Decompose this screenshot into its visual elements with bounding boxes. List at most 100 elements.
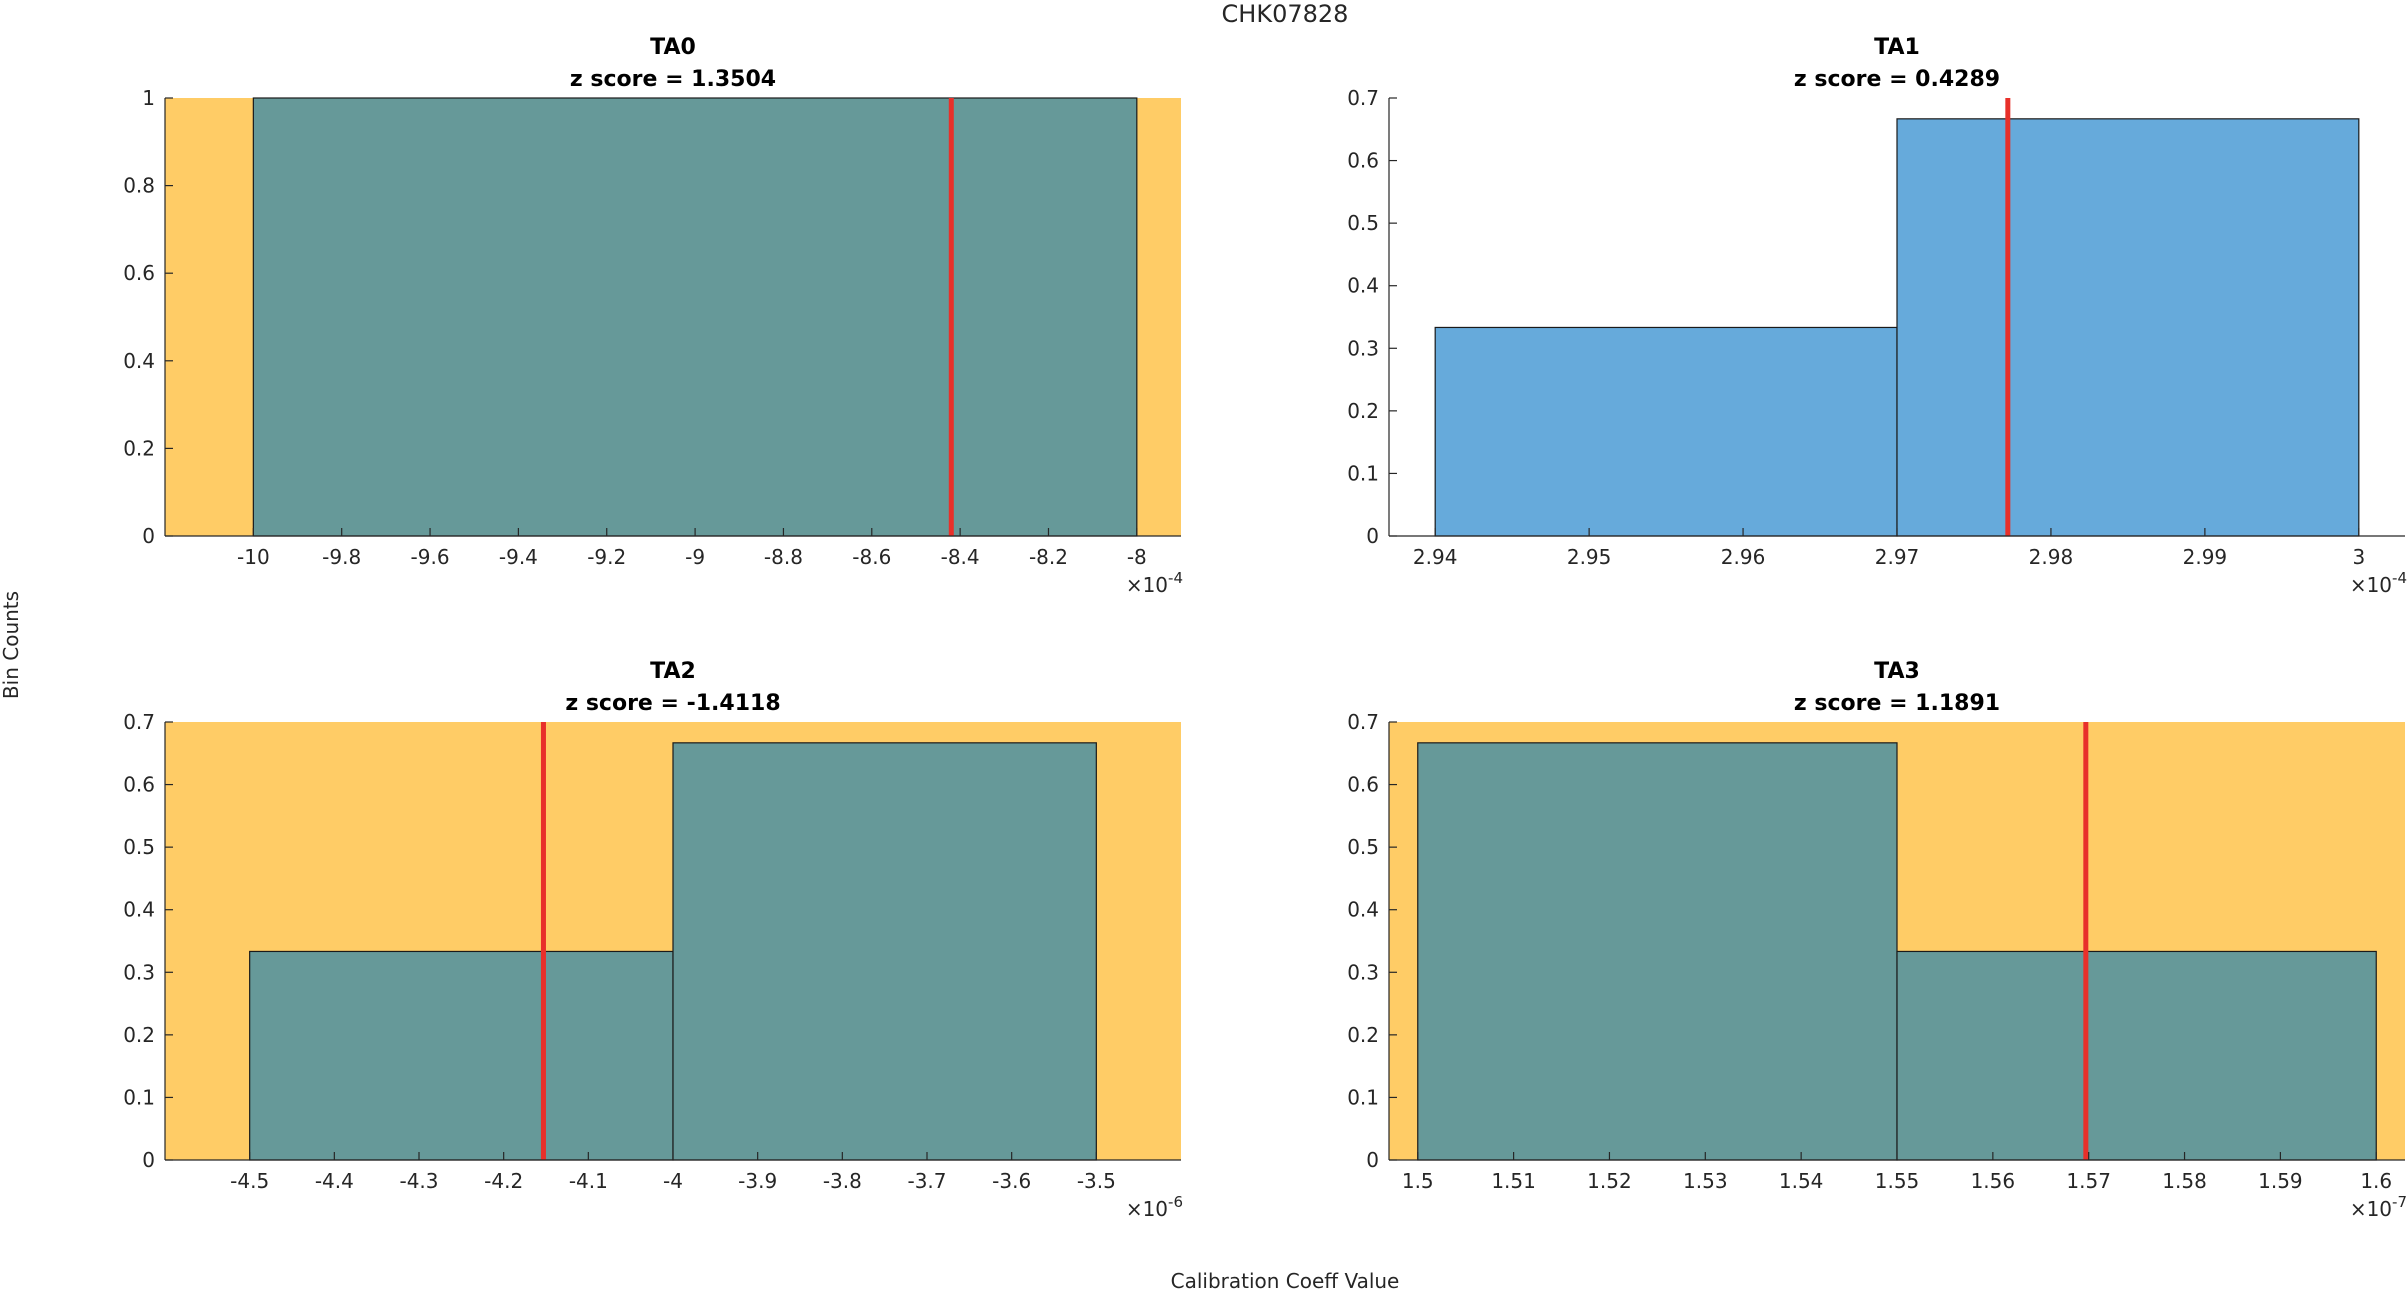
x-tick-label: -3.6 [992, 1169, 1031, 1193]
y-tick-label: 0.6 [1347, 149, 1379, 173]
x-tick-label: -4 [663, 1169, 683, 1193]
x-tick-label: -8.2 [1029, 545, 1068, 569]
x-tick-label: -10 [237, 545, 270, 569]
y-tick-label: 0.1 [1347, 1085, 1379, 1109]
figure-xlabel: Calibration Coeff Value [1171, 1269, 1400, 1290]
exponent-power: -7 [2392, 1193, 2407, 1211]
y-tick-label: 1 [142, 86, 155, 110]
subplot-ta1: 2.94 2.95 2.96 2.97 2.98 2.99 3 0 0.1 0.2 0.3 0.4 0.… [1347, 35, 2407, 597]
x-tick-label: -9.6 [411, 545, 450, 569]
y-tick-label: 0.3 [1347, 960, 1379, 984]
x-exponent-label: ×10-6 [1126, 1193, 1183, 1221]
subplots-grid: -10 -9.8 -9.6 -9.4 -9.2 -9 -8.8 -8.6 -8.4 -8.2 -8 0… [123, 35, 2407, 1221]
y-tick-label: 0.5 [1347, 835, 1379, 859]
x-tick-label: -3.8 [823, 1169, 862, 1193]
x-tick-label: -8.6 [852, 545, 891, 569]
exponent-base: ×10 [1126, 1197, 1168, 1221]
x-tick-label: -4.5 [230, 1169, 269, 1193]
subplot-ta2: -4.5 -4.4 -4.3 -4.2 -4.1 -4 -3.9 -3.8 -3.7 -3.6 -3… [123, 659, 1183, 1221]
y-tick-label: 0.4 [123, 349, 155, 373]
y-tick-label: 0.7 [123, 710, 155, 734]
x-tick-label: 2.99 [2183, 545, 2228, 569]
x-tick-label: -9.2 [587, 545, 626, 569]
x-tick-label: -8 [1127, 545, 1147, 569]
subplot-title: TA1 [1874, 35, 1920, 60]
x-tick-label: 1.51 [1491, 1169, 1536, 1193]
x-tick-label: 1.56 [1971, 1169, 2016, 1193]
x-tick-label: -9.8 [322, 545, 361, 569]
y-tick-label: 0.4 [1347, 274, 1379, 298]
histogram-bar [672, 742, 1097, 1161]
histogram-bar [1434, 326, 1898, 537]
histogram-bar [1896, 950, 2377, 1161]
figure-title: CHK07828 [1222, 0, 1349, 28]
x-tick-label: 2.96 [1721, 545, 1766, 569]
x-tick-label: -9.4 [499, 545, 538, 569]
y-tick-label: 0 [142, 524, 155, 548]
subplot-title: TA2 [650, 659, 696, 684]
exponent-power: -6 [1168, 1193, 1183, 1211]
x-tick-label: 1.6 [2360, 1169, 2392, 1193]
y-tick-label: 0.8 [123, 174, 155, 198]
y-tick-label: 0.6 [123, 773, 155, 797]
subplot-subtitle: z score = 1.1891 [1794, 691, 2000, 716]
x-tick-label: -4.3 [399, 1169, 438, 1193]
x-tick-label: -3.5 [1077, 1169, 1116, 1193]
exponent-power: -4 [2392, 569, 2407, 587]
y-tick-label: 0.3 [1347, 336, 1379, 360]
x-tick-label: 2.94 [1413, 545, 1458, 569]
y-tick-label: 0.5 [1347, 211, 1379, 235]
x-tick-label: 1.54 [1779, 1169, 1824, 1193]
y-tick-label: 0.2 [1347, 399, 1379, 423]
x-tick-label: 1.59 [2258, 1169, 2303, 1193]
x-tick-label: -3.9 [738, 1169, 777, 1193]
x-tick-label: 1.58 [2162, 1169, 2207, 1193]
x-tick-label: -4.1 [569, 1169, 608, 1193]
x-tick-label: -4.2 [484, 1169, 523, 1193]
y-tick-label: 0 [1366, 524, 1379, 548]
x-exponent-label: ×10-7 [2350, 1193, 2407, 1221]
x-tick-label: -9 [685, 545, 705, 569]
y-tick-label: 0.6 [1347, 773, 1379, 797]
y-tick-label: 0.1 [1347, 461, 1379, 485]
x-tick-label: 1.52 [1587, 1169, 1632, 1193]
x-tick-label: 1.5 [1402, 1169, 1434, 1193]
subplot-subtitle: z score = 0.4289 [1794, 67, 2000, 92]
y-tick-label: 0.2 [123, 436, 155, 460]
subplot-title: TA3 [1874, 659, 1920, 684]
y-tick-label: 0.3 [123, 960, 155, 984]
exponent-power: -4 [1168, 569, 1183, 587]
y-tick-label: 0.2 [123, 1023, 155, 1047]
y-tick-label: 0 [142, 1148, 155, 1172]
subplot-ta0: -10 -9.8 -9.6 -9.4 -9.2 -9 -8.8 -8.6 -8.4 -8.2 -8 0… [123, 35, 1183, 597]
x-tick-label: 2.97 [1875, 545, 1920, 569]
subplot-subtitle: z score = -1.4118 [565, 691, 780, 716]
x-tick-label: 1.57 [2066, 1169, 2111, 1193]
y-tick-label: 0.4 [1347, 898, 1379, 922]
x-tick-label: 2.95 [1567, 545, 1612, 569]
exponent-base: ×10 [2350, 573, 2392, 597]
x-exponent-label: ×10-4 [2350, 569, 2407, 597]
exponent-base: ×10 [1126, 573, 1168, 597]
x-tick-label: 3 [2352, 545, 2365, 569]
x-tick-label: 1.55 [1875, 1169, 1920, 1193]
histogram-bar [252, 97, 1138, 537]
subplot-title: TA0 [650, 35, 696, 60]
histogram-bar [1417, 742, 1898, 1161]
y-tick-label: 0.5 [123, 835, 155, 859]
y-tick-label: 0.6 [123, 261, 155, 285]
x-tick-label: -4.4 [315, 1169, 354, 1193]
subplot-subtitle: z score = 1.3504 [570, 67, 776, 92]
histogram-bar [249, 950, 674, 1161]
x-tick-label: -8.8 [764, 545, 803, 569]
x-exponent-label: ×10-4 [1126, 569, 1183, 597]
y-tick-label: 0.7 [1347, 86, 1379, 110]
y-tick-label: 0.4 [123, 898, 155, 922]
x-tick-label: 1.53 [1683, 1169, 1728, 1193]
x-tick-label: -8.4 [941, 545, 980, 569]
y-tick-label: 0.7 [1347, 710, 1379, 734]
subplot-ta3: 1.5 1.51 1.52 1.53 1.54 1.55 1.56 1.57 1.58 1.59 1… [1347, 659, 2407, 1221]
y-tick-label: 0 [1366, 1148, 1379, 1172]
histogram-bar [1896, 118, 2360, 537]
